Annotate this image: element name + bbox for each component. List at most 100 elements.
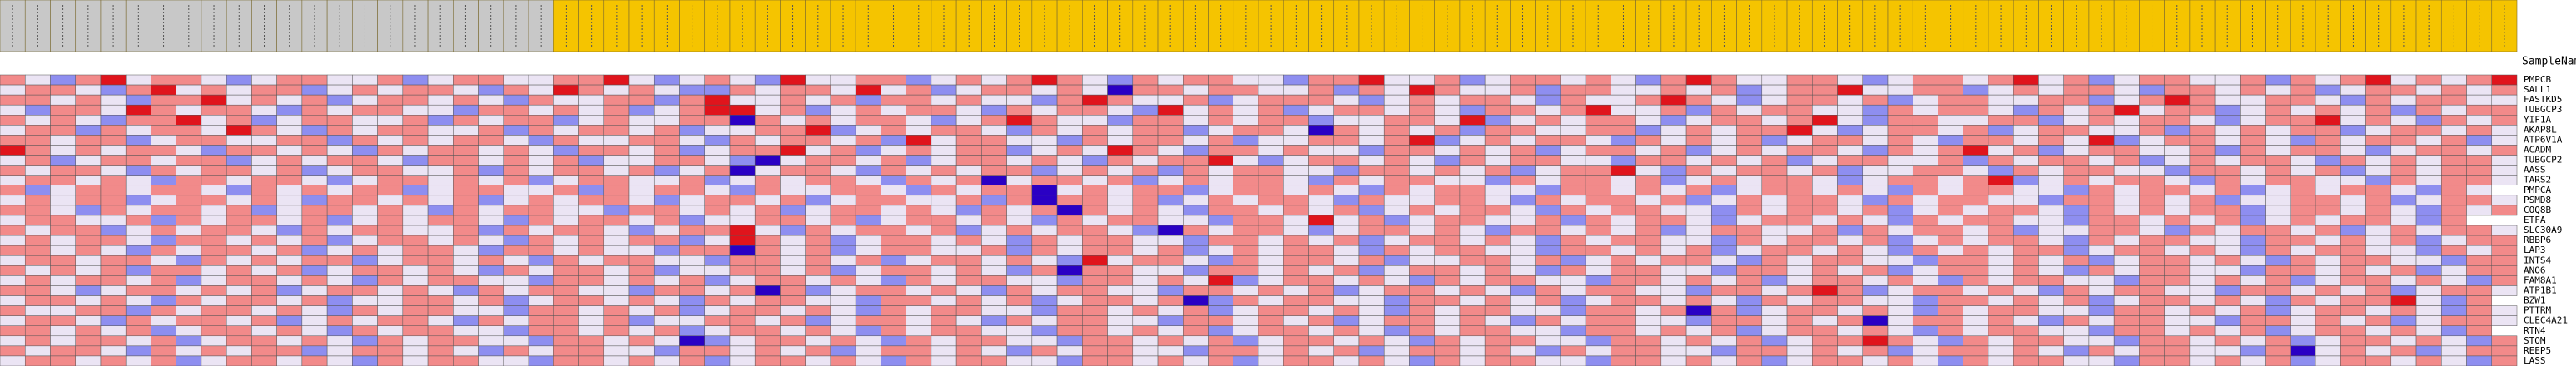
heatmap-cell: [1887, 115, 1913, 126]
heatmap-cell: [151, 285, 176, 296]
row-label: AKAP8L: [2524, 124, 2557, 135]
heatmap-cell: [1031, 235, 1058, 246]
heatmap-cell: [729, 135, 756, 146]
heatmap-cell: [226, 185, 252, 196]
heatmap-cell: [24, 255, 51, 266]
heatmap-cell: [151, 355, 176, 366]
heatmap-cell: [2340, 175, 2366, 186]
heatmap-cell: [2088, 145, 2115, 156]
heatmap-cell: [1761, 205, 1788, 216]
heatmap-cell: [1157, 104, 1184, 116]
heatmap-cell: [427, 145, 454, 156]
heatmap-cell: [528, 235, 554, 246]
heatmap-cell: [1132, 185, 1159, 196]
heatmap-cell: [151, 305, 176, 316]
heatmap-cell: [1560, 115, 1586, 126]
heatmap-cell: [1082, 165, 1108, 176]
heatmap-cell: [2240, 185, 2266, 196]
heatmap-cell: [1761, 355, 1788, 366]
heatmap-cell: [881, 295, 906, 306]
heatmap-cell: [1308, 175, 1334, 186]
heatmap-cell: [0, 245, 26, 256]
heatmap-cell: [628, 355, 655, 366]
heatmap-cell: [377, 175, 404, 186]
heatmap-cell: [754, 165, 781, 176]
row-label: ETFA: [2524, 215, 2546, 225]
heatmap-cell: [2340, 84, 2366, 96]
heatmap-cell: [2240, 285, 2266, 296]
heatmap-cell: [2491, 165, 2518, 176]
heatmap-cell: [1660, 295, 1687, 306]
heatmap-cell: [1484, 155, 1511, 166]
heatmap-cell: [780, 325, 806, 337]
heatmap-cell: [2466, 155, 2493, 166]
heatmap-cell: [1635, 84, 1662, 96]
heatmap-cell: [679, 225, 705, 236]
heatmap-cell: [1333, 115, 1360, 126]
heatmap-cell: [1887, 104, 1913, 116]
heatmap-cell: [1484, 275, 1511, 286]
heatmap-cell: [1963, 145, 1989, 156]
heatmap-cell: [2290, 195, 2316, 206]
heatmap-cell: [2038, 245, 2064, 256]
heatmap-cell: [931, 94, 957, 106]
heatmap-cell: [1233, 115, 1259, 126]
heatmap-cell: [24, 215, 51, 226]
heatmap-cell: [1308, 165, 1334, 176]
heatmap-cell: [1963, 104, 1989, 116]
heatmap-cell: [2038, 265, 2064, 276]
heatmap-cell: [201, 355, 227, 366]
heatmap-cell: [855, 275, 881, 286]
heatmap-cell: [1333, 245, 1360, 256]
heatmap-cell: [1837, 275, 1864, 286]
heatmap-cell: [1685, 215, 1712, 226]
heatmap-cell: [1484, 135, 1511, 146]
heatmap-cell: [1711, 265, 1737, 276]
heatmap-cell: [1585, 94, 1611, 106]
heatmap-cell: [1635, 265, 1662, 276]
heatmap-cell: [50, 185, 76, 196]
heatmap-cell: [427, 135, 454, 146]
heatmap-cell: [1761, 195, 1788, 206]
heatmap-cell: [503, 74, 529, 86]
heatmap-cell: [226, 195, 252, 206]
heatmap-cell: [2240, 84, 2266, 96]
heatmap-cell: [100, 225, 127, 236]
heatmap-cell: [2340, 125, 2366, 136]
heatmap-cell: [151, 125, 176, 136]
heatmap-cell: [2390, 185, 2417, 196]
heatmap-cell: [1711, 295, 1737, 306]
heatmap-cell: [2189, 145, 2216, 156]
heatmap-cell: [201, 94, 227, 106]
heatmap-cell: [1132, 355, 1159, 366]
heatmap-cell: [1510, 125, 1536, 136]
heatmap-cell: [201, 155, 227, 166]
heatmap-cell: [906, 355, 932, 366]
heatmap-cell: [1711, 355, 1737, 366]
heatmap-cell: [754, 285, 781, 296]
heatmap-cell: [1434, 245, 1461, 256]
heatmap-cell: [503, 255, 529, 266]
heatmap-cell: [2189, 155, 2216, 166]
heatmap-cell: [881, 175, 906, 186]
heatmap-cell: [1585, 335, 1611, 347]
heatmap-cell: [1233, 205, 1259, 216]
heatmap-cell: [1031, 74, 1058, 86]
heatmap-cell: [1938, 175, 1963, 186]
heatmap-cell: [805, 325, 831, 337]
heatmap-cell: [1535, 205, 1561, 216]
heatmap-cell: [1963, 215, 1989, 226]
heatmap-cell: [679, 84, 705, 96]
heatmap-cell: [1660, 345, 1687, 357]
heatmap-cell: [1786, 104, 1813, 116]
heatmap-cell: [1510, 84, 1536, 96]
heatmap-cell: [1837, 305, 1864, 316]
heatmap-cell: [377, 345, 404, 357]
heatmap-cell: [805, 215, 831, 226]
heatmap-cell: [805, 125, 831, 136]
heatmap-cell: [1685, 225, 1712, 236]
heatmap-cell: [1963, 235, 1989, 246]
heatmap-cell: [226, 255, 252, 266]
heatmap-cell: [2113, 225, 2140, 236]
heatmap-cell: [2013, 325, 2039, 337]
